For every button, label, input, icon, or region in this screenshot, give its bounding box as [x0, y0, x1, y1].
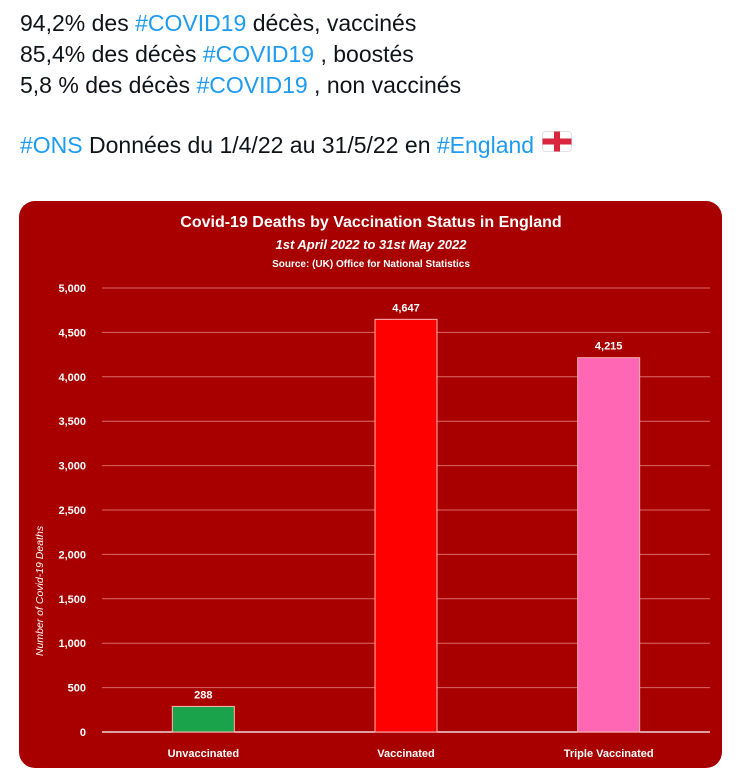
- y-tick-label: 4,500: [58, 327, 86, 339]
- y-tick-label: 500: [68, 683, 86, 695]
- y-tick-label: 4,000: [58, 372, 86, 384]
- y-tick-label: 2,500: [58, 505, 86, 517]
- tweet-text-segment: 85,4% des décès: [20, 41, 203, 67]
- paragraph-gap: [20, 101, 730, 130]
- y-axis-label: Number of Covid-19 Deaths: [34, 525, 46, 656]
- x-tick-label: Vaccinated: [377, 748, 434, 760]
- bar: [171, 705, 235, 733]
- tweet-line: 85,4% des décès #COVID19 , boostés: [20, 39, 730, 70]
- x-tick-label: Triple Vaccinated: [564, 748, 654, 760]
- hashtag-link[interactable]: #England: [436, 132, 535, 158]
- tweet-line: #ONS Données du 1/4/22 au 31/5/22 en #En…: [20, 130, 730, 161]
- hashtag-link[interactable]: #COVID19: [135, 10, 247, 36]
- y-tick-label: 1,000: [58, 638, 86, 650]
- tweet-text-segment: , boostés: [314, 41, 414, 67]
- data-label: 288: [194, 689, 212, 701]
- tweet-line: 94,2% des #COVID19 décès, vaccinés: [20, 8, 730, 39]
- x-tick-label: Unvaccinated: [168, 748, 240, 760]
- tweet-line: 5,8 % des décès #COVID19 , non vaccinés: [20, 70, 730, 101]
- x-axis-labels: Unvaccinated Vaccinated Triple Vaccinated: [168, 748, 654, 760]
- bar: [374, 318, 438, 733]
- y-tick-label: 0: [80, 727, 86, 739]
- y-tick-label: 3,500: [58, 416, 86, 428]
- tweet-text-segment: 94,2% des: [20, 10, 136, 36]
- data-label: 4,215: [595, 341, 623, 353]
- bar-chart: Covid-19 Deaths by Vaccination Status in…: [34, 214, 710, 760]
- hashtag-link[interactable]: #COVID19: [202, 41, 315, 67]
- tweet-text-segment: 5,8 % des décès: [20, 72, 197, 98]
- y-tick-label: 3,000: [58, 461, 86, 473]
- england-flag-icon: [542, 129, 573, 160]
- bars: 288 4,647 4,215: [171, 302, 641, 733]
- hashtag-link[interactable]: #COVID19: [196, 72, 308, 98]
- tweet-text-segment: , non vaccinés: [307, 72, 462, 98]
- data-label: 4,647: [392, 302, 420, 314]
- hashtag-link[interactable]: #ONS: [20, 132, 83, 158]
- tweet-text: 94,2% des #COVID19 décès, vaccinés 85,4%…: [20, 8, 730, 161]
- chart-title: Covid-19 Deaths by Vaccination Status in…: [180, 214, 561, 231]
- chart-image-card[interactable]: Covid-19 Deaths by Vaccination Status in…: [19, 201, 722, 768]
- y-tick-label: 2,000: [58, 549, 86, 561]
- tweet-text-segment: Données du 1/4/22 au 31/5/22 en: [82, 132, 437, 158]
- chart-source: Source: (UK) Office for National Statist…: [272, 259, 470, 270]
- y-tick-label: 5,000: [58, 283, 86, 295]
- bar: [577, 357, 641, 733]
- chart-subtitle: 1st April 2022 to 31st May 2022: [275, 237, 467, 252]
- tweet-text-segment: décès, vaccinés: [246, 10, 417, 36]
- y-tick-label: 1,500: [58, 594, 86, 606]
- y-axis-ticks: 0 500 1,000 1,500 2,000 2,500 3,000 3,500 4,000 4…: [58, 283, 86, 739]
